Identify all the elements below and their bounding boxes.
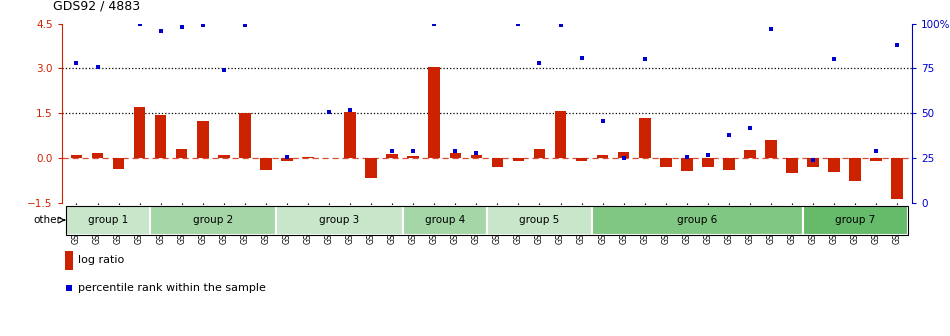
Bar	[403, 206, 486, 235]
Bar	[449, 153, 461, 158]
Text: group 3: group 3	[319, 215, 360, 225]
Bar	[639, 118, 651, 158]
Bar	[176, 149, 187, 158]
Bar	[155, 115, 166, 158]
Bar	[344, 112, 356, 158]
Text: group 5: group 5	[520, 215, 560, 225]
Bar	[592, 206, 803, 235]
Bar	[765, 140, 777, 158]
Bar	[428, 67, 440, 158]
Bar	[366, 158, 377, 178]
Bar	[702, 158, 713, 167]
Bar	[744, 150, 756, 158]
Text: group 2: group 2	[193, 215, 234, 225]
Bar	[470, 155, 483, 158]
Text: group 6: group 6	[677, 215, 717, 225]
Text: group 1: group 1	[88, 215, 128, 225]
Bar	[891, 158, 903, 199]
Bar	[92, 153, 104, 158]
Bar	[70, 155, 83, 158]
Bar	[513, 158, 524, 161]
Text: group 4: group 4	[425, 215, 465, 225]
Bar	[239, 114, 251, 158]
Bar	[787, 158, 798, 173]
Bar	[260, 158, 272, 170]
Bar	[555, 111, 566, 158]
Bar	[576, 158, 587, 161]
Bar	[808, 158, 819, 167]
Text: group 7: group 7	[835, 215, 875, 225]
Bar	[723, 158, 734, 170]
Text: percentile rank within the sample: percentile rank within the sample	[78, 283, 266, 293]
Bar	[302, 157, 314, 158]
Bar	[618, 152, 630, 158]
Bar	[486, 206, 592, 235]
Bar	[134, 108, 145, 158]
Bar	[491, 158, 504, 167]
Bar	[849, 158, 861, 181]
Bar	[113, 158, 124, 169]
Bar	[660, 158, 672, 167]
Bar	[150, 206, 276, 235]
Bar	[65, 251, 73, 270]
Bar	[276, 206, 403, 235]
Bar	[803, 206, 908, 235]
Text: log ratio: log ratio	[78, 255, 124, 265]
Bar	[828, 158, 840, 172]
Bar	[66, 206, 150, 235]
Bar	[870, 158, 882, 161]
Text: GDS92 / 4883: GDS92 / 4883	[53, 0, 141, 13]
Text: other: other	[33, 215, 62, 225]
Bar	[534, 149, 545, 158]
Bar	[281, 158, 293, 161]
Bar	[681, 158, 693, 171]
Bar	[408, 156, 419, 158]
Bar	[218, 155, 230, 158]
Bar	[597, 155, 608, 158]
Bar	[197, 121, 209, 158]
Bar	[387, 154, 398, 158]
